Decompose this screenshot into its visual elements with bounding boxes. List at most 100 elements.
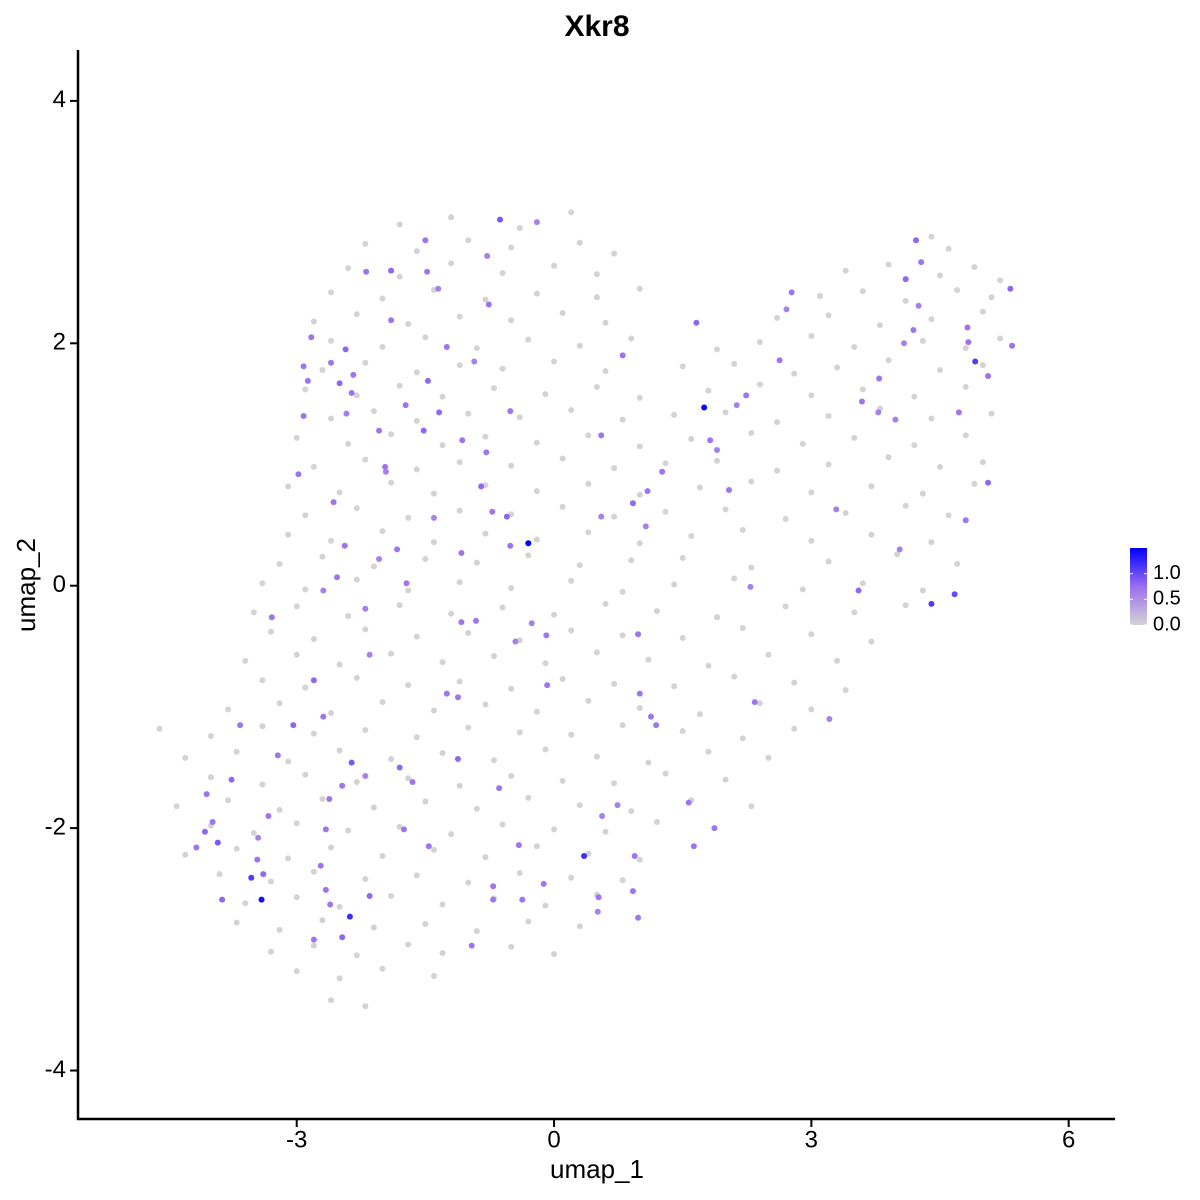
point [707,437,714,444]
point [808,392,815,399]
point [964,324,971,331]
point [611,680,618,687]
point [619,632,626,639]
point [919,587,926,594]
point [267,878,274,885]
point [799,440,806,447]
point [928,233,935,240]
point [748,803,755,810]
point [258,896,265,903]
point [928,600,935,607]
point [928,415,935,422]
point [774,467,781,474]
point [420,427,427,434]
point [858,398,865,405]
y-tick-label: 2 [53,329,66,356]
point [602,828,609,835]
point [268,614,275,621]
point [902,276,909,283]
point [458,549,465,556]
point [776,357,783,364]
chart-title: Xkr8 [564,10,629,43]
point [516,414,523,421]
point [747,583,754,590]
point [585,480,592,487]
point [491,385,498,392]
point [576,923,583,930]
point [516,225,523,232]
point [519,896,526,903]
point [302,684,309,691]
point [394,546,401,553]
point [396,221,403,228]
point [722,409,729,416]
point [237,722,244,729]
point [544,682,551,689]
point [791,370,798,377]
point [250,609,257,616]
point [370,408,377,415]
point [731,360,738,367]
point [636,690,643,697]
point [525,552,532,559]
point [443,690,450,697]
point [885,357,892,364]
point [322,886,329,893]
point [516,729,523,736]
point [219,896,226,903]
point [602,368,609,375]
point [808,537,815,544]
point [859,580,866,587]
point [435,285,442,292]
point [350,371,357,378]
point [413,734,420,741]
point [568,577,575,584]
point [439,659,446,666]
point [413,248,420,255]
point [322,826,329,833]
point [353,674,360,681]
point [409,779,416,786]
point [842,686,849,693]
point [679,363,686,370]
point [248,874,255,881]
point [508,772,515,779]
point [405,320,412,327]
point [825,312,832,319]
point [833,506,840,513]
point [507,542,514,549]
point [598,432,605,439]
point [739,526,746,533]
point [543,632,550,639]
point [339,934,346,941]
point [422,556,429,563]
point [276,560,283,567]
point [662,770,669,777]
point [525,336,532,343]
point [688,533,695,540]
point [328,359,335,366]
point [525,794,532,801]
point [774,314,781,321]
point [671,411,678,418]
point [320,713,327,720]
point [756,381,763,388]
point [635,914,642,921]
point [327,901,334,908]
point [636,540,643,547]
point [599,812,606,819]
point [482,530,489,537]
point [209,819,216,826]
point [413,417,420,424]
point [955,409,962,416]
point [619,352,626,359]
point [448,260,455,267]
point [293,651,300,658]
point [363,268,370,275]
point [595,894,602,901]
point [328,844,335,851]
point [295,471,302,478]
point [756,339,763,346]
y-tick-label: -2 [45,813,66,840]
